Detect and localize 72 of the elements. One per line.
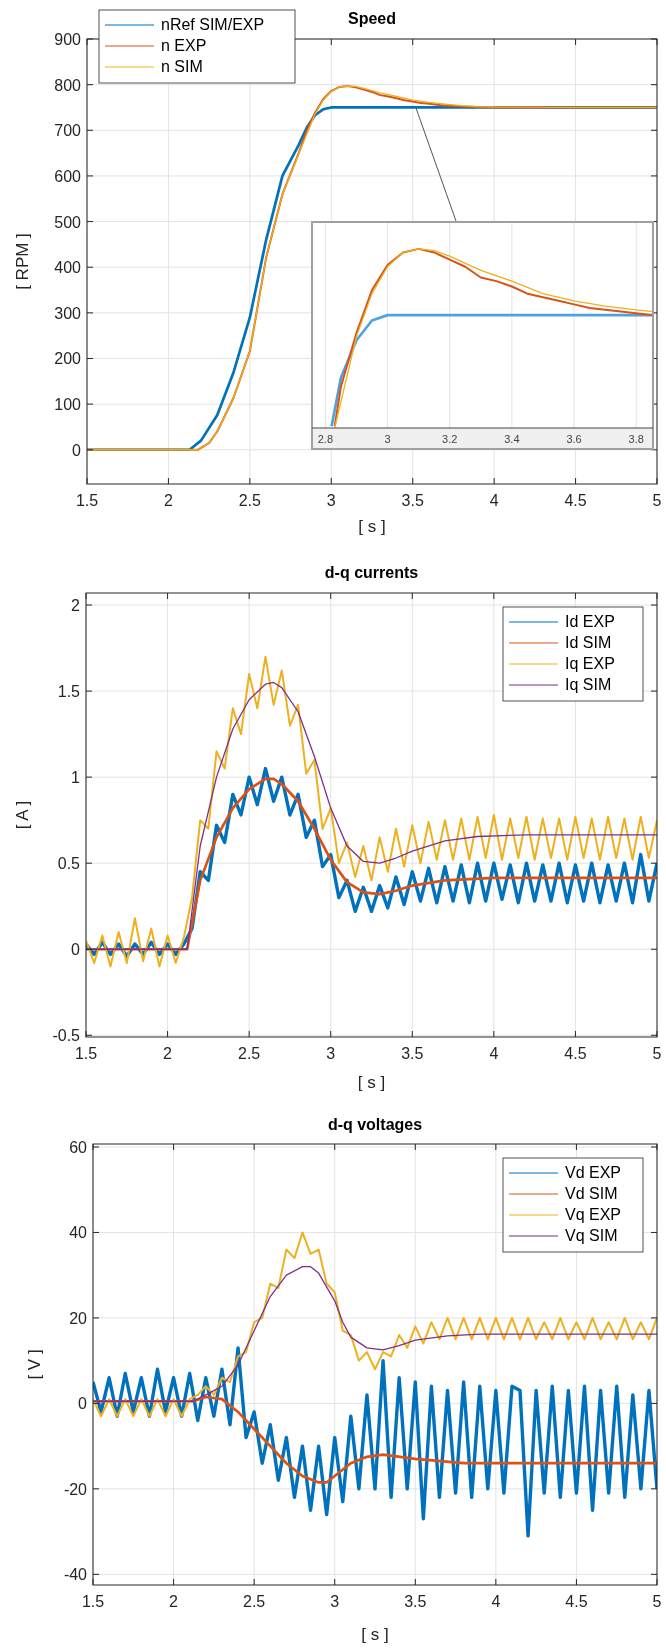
y-tick-label: 0.5 [57, 855, 81, 873]
x-tick-label: 4.5 [564, 492, 587, 509]
x-tick-label: 4 [489, 1045, 499, 1062]
x-tick-label: 3 [326, 1045, 336, 1062]
x-tick-label: 5 [652, 492, 662, 509]
legend-label: Vq SIM [565, 1227, 618, 1244]
y-tick-label: -20 [63, 1480, 88, 1498]
legend-label: Id SIM [565, 634, 612, 651]
x-tick-label: 3.5 [401, 1045, 424, 1062]
x-tick-label: 4.5 [564, 1045, 587, 1062]
legend-label: nRef SIM/EXP [161, 16, 265, 33]
y-tick-label: 1.5 [57, 683, 81, 701]
x-tick-label: 3.5 [404, 1593, 427, 1610]
y-tick-label: 300 [54, 304, 82, 322]
legend-label: Vd SIM [565, 1185, 618, 1202]
legend-label: Vq EXP [565, 1206, 622, 1223]
y-tick-label: -40 [63, 1566, 88, 1584]
y-tick-label: 0 [72, 441, 82, 459]
y-tick-label: 0 [78, 1395, 88, 1413]
x-tick-label: 4 [491, 1593, 501, 1610]
y-tick-label: 60 [69, 1138, 88, 1156]
x-tick-label: 3.5 [401, 492, 424, 509]
chart-title: Speed [347, 10, 397, 27]
chart-title: d-q currents [324, 564, 419, 581]
x-tick-label: 2 [163, 492, 173, 509]
y-tick-label: 20 [69, 1309, 88, 1327]
line-series [93, 1231, 657, 1418]
x-tick-label: 3.6 [566, 433, 582, 445]
x-tick-label: 3 [326, 492, 336, 509]
y-tick-label: 700 [54, 122, 82, 140]
legend-label: Iq EXP [565, 655, 615, 672]
y-tick-label: 900 [54, 31, 82, 48]
legend-label: Id EXP [565, 613, 615, 630]
y-tick-label: 1 [71, 769, 81, 787]
y-tick-label: 0 [71, 941, 81, 959]
y-tick-label: 2 [71, 597, 81, 615]
x-tick-label: 3 [330, 1593, 340, 1610]
chart-title: d-q voltages [327, 1116, 423, 1133]
x-axis-title: [ s ] [357, 1073, 386, 1092]
x-axis-title: [ s ] [358, 517, 386, 536]
y-tick-label: 800 [54, 76, 82, 94]
line-series [93, 1346, 657, 1538]
legend-label: n EXP [161, 37, 207, 54]
x-tick-label: 2.8 [317, 433, 334, 445]
x-tick-label: 3.4 [504, 433, 520, 445]
x-tick-label: 3.2 [442, 433, 458, 445]
y-tick-label: -0.5 [52, 1027, 81, 1045]
y-tick-label: 400 [54, 259, 82, 277]
y-tick-label: 600 [54, 167, 82, 185]
y-axis-title: [ RPM ] [13, 233, 32, 290]
line-series [93, 1265, 657, 1402]
y-axis-title: [ V ] [25, 1349, 44, 1380]
legend-label: n SIM [161, 58, 203, 75]
y-axis-title: [ A ] [13, 800, 32, 830]
x-tick-label: 4.5 [565, 1593, 588, 1610]
x-tick-label: 2.5 [238, 492, 262, 509]
x-tick-label: 5 [652, 1593, 662, 1610]
y-tick-label: 500 [54, 213, 82, 231]
x-tick-label: 4 [489, 492, 499, 509]
x-axis-title: [ s ] [361, 1625, 389, 1644]
x-tick-label: 2 [163, 1045, 173, 1062]
y-tick-label: 200 [54, 350, 82, 368]
legend-label: Vd EXP [565, 1164, 622, 1181]
x-tick-label: 3 [384, 433, 391, 445]
x-tick-label: 3.8 [628, 433, 644, 445]
x-tick-label: 2.5 [238, 1045, 261, 1062]
y-tick-label: 100 [54, 396, 82, 414]
x-tick-label: 2 [169, 1593, 179, 1610]
x-tick-label: 2.5 [243, 1593, 266, 1610]
y-tick-label: 40 [69, 1224, 88, 1242]
legend-label: Iq SIM [565, 676, 612, 693]
x-tick-label: 5 [652, 1045, 662, 1062]
